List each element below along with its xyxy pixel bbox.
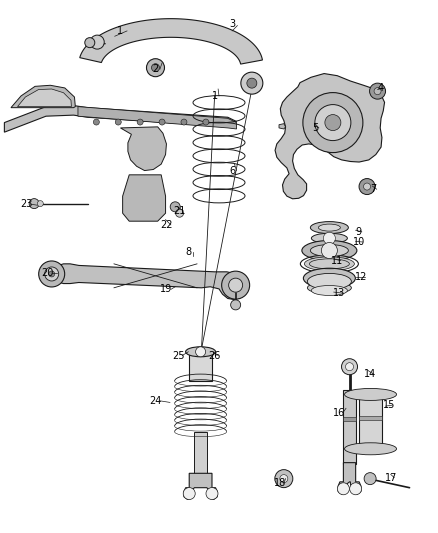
Text: 12: 12 bbox=[355, 272, 367, 281]
Circle shape bbox=[350, 483, 362, 495]
Text: 17: 17 bbox=[385, 473, 397, 482]
Circle shape bbox=[183, 488, 195, 499]
Text: 3: 3 bbox=[229, 19, 235, 29]
Polygon shape bbox=[11, 85, 75, 108]
Polygon shape bbox=[80, 19, 262, 64]
Text: 23: 23 bbox=[20, 199, 32, 209]
Text: 21: 21 bbox=[173, 206, 186, 215]
Circle shape bbox=[315, 104, 351, 141]
Polygon shape bbox=[343, 390, 356, 464]
Circle shape bbox=[152, 63, 159, 72]
Circle shape bbox=[115, 119, 121, 125]
Text: 4: 4 bbox=[378, 83, 384, 93]
Circle shape bbox=[206, 488, 218, 499]
Text: 9: 9 bbox=[355, 227, 361, 237]
Circle shape bbox=[39, 261, 65, 287]
Text: 1: 1 bbox=[212, 91, 218, 101]
Text: 11: 11 bbox=[331, 256, 343, 265]
Circle shape bbox=[176, 209, 184, 217]
Circle shape bbox=[45, 267, 59, 281]
Text: 2: 2 bbox=[152, 64, 159, 74]
Circle shape bbox=[146, 59, 165, 77]
Circle shape bbox=[241, 72, 263, 94]
Ellipse shape bbox=[311, 233, 347, 243]
Polygon shape bbox=[189, 354, 212, 381]
Text: 16: 16 bbox=[333, 408, 346, 417]
Polygon shape bbox=[359, 394, 382, 449]
Circle shape bbox=[337, 483, 350, 495]
Text: 19: 19 bbox=[160, 285, 173, 294]
Text: 7: 7 bbox=[370, 184, 376, 194]
Circle shape bbox=[159, 119, 165, 125]
Circle shape bbox=[374, 87, 381, 95]
Text: 5: 5 bbox=[312, 123, 318, 133]
Circle shape bbox=[342, 359, 357, 375]
Circle shape bbox=[170, 202, 180, 212]
Text: 13: 13 bbox=[333, 288, 346, 298]
Circle shape bbox=[137, 119, 143, 125]
Ellipse shape bbox=[311, 286, 347, 295]
Polygon shape bbox=[359, 416, 382, 420]
Ellipse shape bbox=[345, 443, 396, 455]
Polygon shape bbox=[343, 417, 356, 421]
Circle shape bbox=[29, 199, 39, 208]
Text: 20: 20 bbox=[41, 268, 53, 278]
Circle shape bbox=[364, 473, 376, 484]
Circle shape bbox=[37, 200, 43, 207]
Text: 1: 1 bbox=[117, 26, 124, 36]
Text: 8: 8 bbox=[185, 247, 191, 256]
Text: 26: 26 bbox=[208, 351, 221, 360]
Ellipse shape bbox=[311, 222, 348, 233]
Circle shape bbox=[85, 38, 95, 47]
Polygon shape bbox=[47, 264, 246, 300]
Circle shape bbox=[275, 470, 293, 488]
Polygon shape bbox=[338, 463, 361, 494]
Polygon shape bbox=[194, 432, 207, 474]
Polygon shape bbox=[78, 107, 237, 129]
Circle shape bbox=[229, 278, 243, 292]
Text: 25: 25 bbox=[173, 351, 185, 360]
Circle shape bbox=[370, 83, 385, 99]
Ellipse shape bbox=[304, 257, 354, 271]
Ellipse shape bbox=[318, 224, 340, 231]
Polygon shape bbox=[4, 106, 237, 132]
Ellipse shape bbox=[304, 268, 355, 288]
Ellipse shape bbox=[307, 273, 351, 289]
Text: 22: 22 bbox=[160, 220, 173, 230]
Polygon shape bbox=[275, 74, 385, 199]
Circle shape bbox=[280, 474, 288, 483]
Circle shape bbox=[303, 93, 363, 152]
Text: 14: 14 bbox=[364, 369, 376, 379]
Circle shape bbox=[346, 362, 353, 371]
Ellipse shape bbox=[186, 347, 215, 357]
Circle shape bbox=[247, 78, 257, 88]
Circle shape bbox=[323, 232, 336, 244]
Text: 10: 10 bbox=[353, 237, 365, 247]
Text: 15: 15 bbox=[383, 400, 395, 410]
Circle shape bbox=[231, 300, 240, 310]
Text: 18: 18 bbox=[274, 479, 286, 488]
Circle shape bbox=[203, 119, 209, 125]
Circle shape bbox=[93, 119, 99, 125]
Circle shape bbox=[321, 243, 337, 259]
Circle shape bbox=[364, 183, 371, 190]
Circle shape bbox=[359, 179, 375, 195]
Ellipse shape bbox=[345, 389, 396, 400]
Circle shape bbox=[181, 119, 187, 125]
Circle shape bbox=[90, 35, 104, 49]
Ellipse shape bbox=[302, 240, 357, 261]
Polygon shape bbox=[120, 127, 166, 171]
Ellipse shape bbox=[307, 282, 351, 294]
Text: 6: 6 bbox=[229, 166, 235, 175]
Circle shape bbox=[49, 271, 55, 277]
Polygon shape bbox=[123, 175, 166, 221]
Ellipse shape bbox=[311, 245, 348, 256]
Text: 24: 24 bbox=[149, 396, 162, 406]
Polygon shape bbox=[184, 473, 217, 499]
Polygon shape bbox=[279, 124, 286, 129]
Circle shape bbox=[325, 115, 341, 131]
Circle shape bbox=[196, 347, 205, 357]
Circle shape bbox=[222, 271, 250, 299]
Polygon shape bbox=[18, 89, 71, 107]
